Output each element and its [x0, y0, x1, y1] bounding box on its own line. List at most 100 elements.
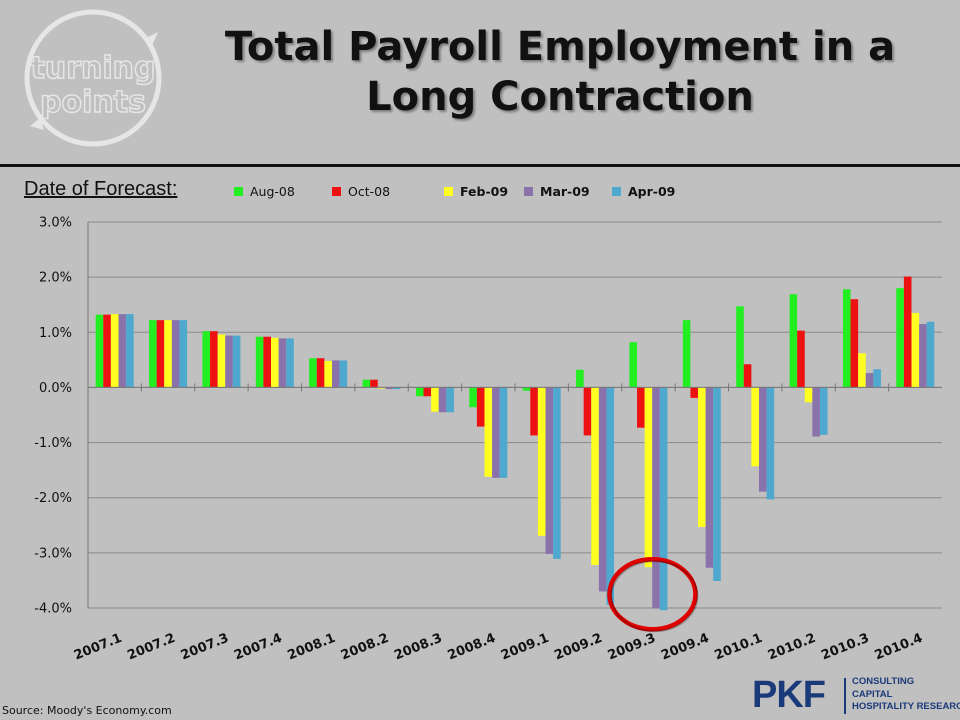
bar-feb-09-2007.1	[110, 314, 119, 388]
source-footnote: Source: Moody's Economy.com	[2, 704, 172, 717]
legend-swatch	[234, 187, 243, 196]
x-tick-label: 2008.4	[446, 631, 498, 664]
bar-apr-09-2009.3	[659, 387, 668, 611]
bar-feb-09-2007.3	[217, 334, 226, 388]
bar-apr-09-2007.4	[286, 338, 294, 388]
bar-mar-09-2007.3	[225, 335, 233, 388]
legend-swatch	[612, 187, 621, 196]
y-tick-label: 1.0%	[39, 326, 72, 341]
bar-apr-09-2008.1	[339, 360, 348, 388]
bar-mar-09-2009.4	[705, 387, 714, 568]
x-tick-label: 2010.3	[819, 631, 871, 664]
pkf-logo-mark: PKF	[752, 674, 826, 716]
bar-mar-09-2010.1	[758, 387, 767, 492]
logo-word-2: points	[40, 85, 146, 120]
bar-feb-09-2009.3	[644, 387, 653, 568]
legend-heading: Date of Forecast:	[24, 178, 178, 200]
bar-apr-09-2008.2	[392, 387, 401, 390]
y-tick-label: -1.0%	[34, 436, 72, 451]
bar-aug-08-2008.3	[415, 387, 424, 397]
brand-line-3: HOSPITALITY RESEARCH	[852, 701, 960, 712]
bar-mar-09-2009.1	[545, 387, 554, 554]
bar-mar-09-2010.4	[919, 324, 927, 388]
bar-feb-09-2010.3	[858, 353, 866, 388]
bar-oct-08-2009.1	[530, 387, 538, 436]
bar-apr-09-2010.2	[819, 387, 828, 435]
bar-apr-09-2009.1	[553, 387, 561, 559]
brand-line-1: CONSULTING	[852, 676, 915, 687]
bar-aug-08-2008.2	[362, 379, 371, 388]
bar-aug-08-2007.2	[149, 320, 157, 388]
x-tick-label: 2007.1	[72, 631, 124, 664]
bar-feb-09-2009.4	[698, 387, 706, 527]
bar-oct-08-2007.1	[103, 314, 111, 388]
bar-feb-09-2007.4	[271, 337, 279, 388]
bar-oct-08-2008.3	[423, 387, 432, 397]
bar-oct-08-2010.4	[903, 276, 912, 388]
bar-feb-09-2008.1	[324, 360, 332, 388]
bar-mar-09-2009.2	[598, 387, 607, 592]
bar-feb-09-2010.1	[751, 387, 759, 467]
x-tick-label: 2008.3	[392, 631, 444, 664]
bar-mar-09-2009.3	[652, 387, 660, 609]
bar-feb-09-2008.4	[484, 387, 493, 477]
bar-oct-08-2009.3	[637, 387, 645, 428]
bar-aug-08-2009.3	[629, 342, 638, 388]
pkf-brand: PKF CONSULTING CAPITAL HOSPITALITY RESEA…	[752, 672, 960, 720]
bar-aug-08-2009.4	[682, 320, 691, 388]
legend-label: Feb-09	[460, 184, 509, 199]
plot-area	[88, 222, 942, 608]
legend-label: Aug-08	[250, 184, 295, 199]
bar-mar-09-2010.3	[865, 373, 874, 388]
bar-oct-08-2007.3	[210, 331, 218, 388]
x-tick-label: 2007.2	[125, 631, 177, 664]
x-tick-label: 2010.1	[713, 631, 765, 664]
y-tick-label: 3.0%	[39, 216, 72, 231]
bar-oct-08-2008.4	[476, 387, 485, 427]
bar-mar-09-2008.3	[438, 387, 447, 413]
title-line-1: Total Payroll Employment in a	[224, 24, 896, 70]
bar-apr-09-2007.3	[232, 335, 241, 388]
bar-oct-08-2009.2	[583, 387, 592, 436]
x-tick-label: 2009.1	[499, 631, 551, 664]
bar-mar-09-2010.2	[812, 387, 820, 437]
bar-oct-08-2010.2	[797, 330, 805, 388]
x-tick-label: 2009.4	[659, 631, 711, 664]
legend-swatch	[332, 187, 341, 196]
legend-label: Apr-09	[628, 184, 676, 199]
bar-mar-09-2008.4	[492, 387, 500, 478]
x-tick-label: 2009.3	[606, 631, 658, 664]
bar-apr-09-2007.1	[126, 314, 134, 388]
bar-mar-09-2007.2	[171, 320, 180, 388]
title-divider	[0, 164, 960, 167]
bar-feb-09-2009.2	[591, 387, 599, 565]
bar-apr-09-2009.2	[606, 387, 615, 605]
x-tick-label: 2009.2	[552, 631, 604, 664]
bar-apr-09-2010.3	[873, 369, 881, 388]
highlight-circle	[607, 556, 698, 632]
bar-mar-09-2008.2	[385, 387, 393, 390]
bar-mar-09-2007.4	[278, 338, 287, 388]
bar-apr-09-2008.4	[499, 387, 508, 478]
bar-aug-08-2010.1	[736, 306, 744, 388]
highlight-circle-shadow	[610, 560, 699, 633]
bar-aug-08-2007.3	[202, 331, 211, 388]
y-tick-label: -3.0%	[34, 546, 72, 561]
bar-aug-08-2009.1	[522, 387, 531, 391]
bar-apr-09-2008.3	[446, 387, 454, 413]
brand-line-2: CAPITAL	[852, 688, 893, 700]
y-tick-label: 2.0%	[39, 271, 72, 286]
bar-apr-09-2009.4	[713, 387, 721, 581]
bar-aug-08-2008.4	[469, 387, 477, 408]
x-tick-label: 2008.2	[339, 631, 391, 664]
y-tick-label: -4.0%	[34, 602, 72, 617]
bar-feb-09-2009.1	[537, 387, 546, 536]
legend-swatch	[444, 187, 453, 196]
bar-feb-09-2008.2	[377, 387, 386, 389]
title-line-2: Long Contraction	[366, 74, 754, 120]
bar-aug-08-2007.1	[95, 314, 104, 388]
bar-aug-08-2007.4	[255, 336, 264, 388]
bar-aug-08-2009.2	[576, 369, 584, 388]
bar-apr-09-2010.4	[926, 321, 935, 388]
legend-label: Mar-09	[540, 184, 590, 199]
